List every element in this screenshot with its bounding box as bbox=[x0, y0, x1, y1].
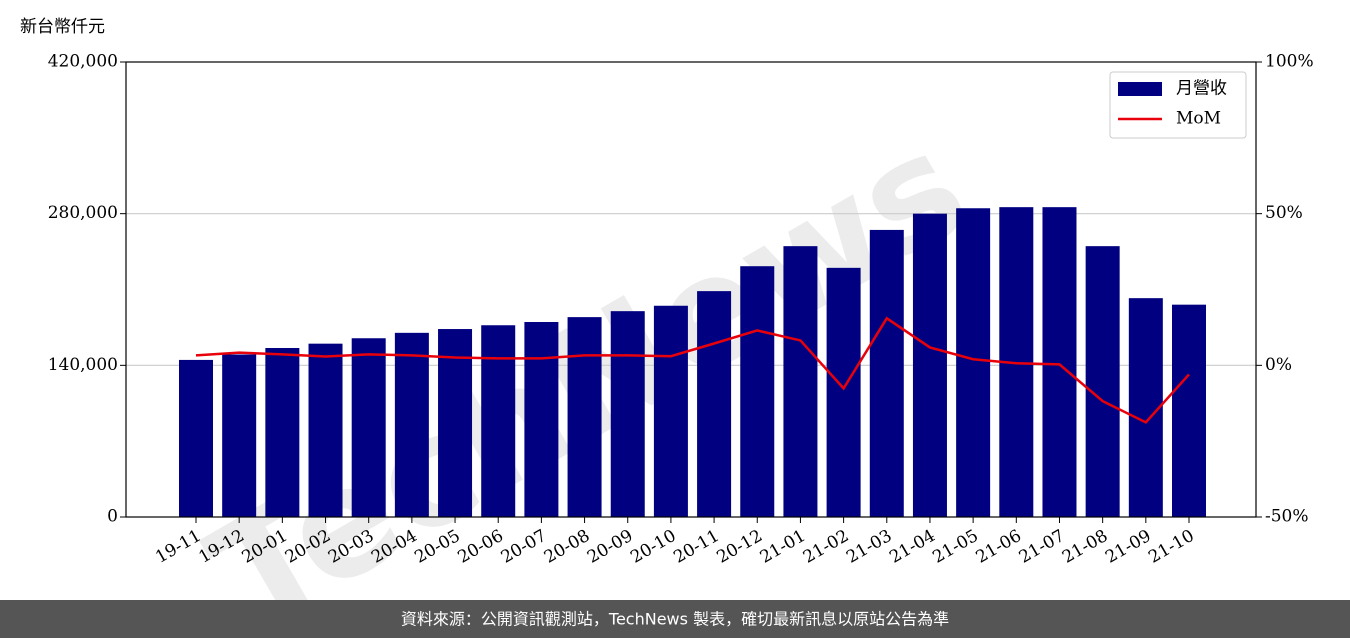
plot-frame bbox=[125, 61, 1257, 518]
y2-tick-label: 50% bbox=[1265, 203, 1303, 223]
bar bbox=[351, 338, 386, 517]
x-tick-label: 21-05 bbox=[929, 526, 981, 568]
line bbox=[195, 316, 1190, 424]
bar bbox=[1128, 298, 1163, 517]
x-tick-label: 21-02 bbox=[800, 526, 852, 568]
x-tick-label: 21-09 bbox=[1102, 526, 1154, 568]
bar bbox=[1172, 304, 1206, 517]
x-tick-label: 20-09 bbox=[584, 526, 636, 568]
bar bbox=[956, 208, 991, 517]
bar bbox=[524, 322, 559, 517]
footer: 資料來源：公開資訊觀測站，TechNews 製表，確切最新訊息以原站公告為準 bbox=[401, 610, 949, 629]
x-tick-label: 21-06 bbox=[973, 526, 1025, 568]
bar bbox=[481, 325, 516, 517]
x-tick-label: 20-12 bbox=[714, 526, 766, 568]
legend-label: 月營收 bbox=[1176, 79, 1227, 99]
bar bbox=[394, 332, 429, 517]
bar bbox=[265, 348, 300, 517]
x-tick-label: 21-01 bbox=[757, 526, 809, 568]
x-tick-label: 20-10 bbox=[627, 526, 679, 568]
y2-tick-label: 0% bbox=[1265, 355, 1292, 375]
x-tick-label: 21-07 bbox=[1016, 526, 1068, 568]
x-tick-label: 21-08 bbox=[1059, 526, 1111, 568]
x-tick-label: 21-03 bbox=[843, 526, 895, 568]
bar bbox=[567, 317, 602, 517]
y-tick-label: 420,000 bbox=[48, 52, 118, 72]
bar bbox=[610, 311, 645, 517]
bar bbox=[222, 354, 257, 517]
legend-label: MoM bbox=[1176, 109, 1221, 129]
x-tick-label: 21-04 bbox=[886, 526, 938, 568]
bar bbox=[1042, 207, 1077, 517]
bar bbox=[308, 343, 343, 517]
bar bbox=[912, 213, 947, 517]
bar bbox=[438, 329, 473, 517]
bar bbox=[869, 229, 904, 517]
x-tick-label: 19-11 bbox=[152, 526, 204, 568]
x-tick-label: 20-07 bbox=[498, 526, 550, 568]
y2-tick-label: 100% bbox=[1265, 52, 1314, 72]
x-tick-label: 20-11 bbox=[670, 526, 722, 568]
x-tick-label: 21-10 bbox=[1145, 526, 1197, 568]
y2-tick-label: -50% bbox=[1265, 507, 1309, 527]
bar bbox=[826, 267, 861, 517]
x-tick-label: 20-08 bbox=[541, 526, 593, 568]
legend-swatch bbox=[1118, 82, 1162, 96]
footer-bar bbox=[0, 600, 1350, 638]
y-tick-label: 140,000 bbox=[48, 355, 118, 375]
bar bbox=[783, 246, 818, 517]
bar bbox=[697, 291, 732, 517]
bar bbox=[1085, 246, 1120, 517]
bar bbox=[179, 359, 213, 517]
y-tick-label: 280,000 bbox=[48, 203, 118, 223]
bar bbox=[740, 266, 775, 517]
y-tick-label: 0 bbox=[107, 507, 118, 527]
bar bbox=[653, 305, 688, 517]
y-axis-label: 新台幣仟元 bbox=[20, 17, 105, 37]
